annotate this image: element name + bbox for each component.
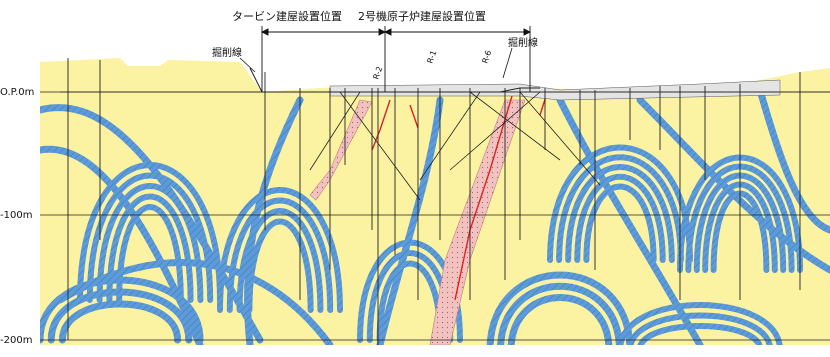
stratum-band	[116, 204, 184, 303]
stratum-band	[106, 193, 194, 303]
stratum-band	[246, 218, 314, 313]
excavation-label-left: 掘削線	[212, 46, 242, 59]
stratum-band	[56, 259, 334, 345]
stratum-band	[243, 96, 304, 345]
stratum-band	[58, 300, 182, 344]
datum-lines	[40, 91, 830, 341]
borehole-label-r2: R-2	[371, 65, 384, 80]
fault-main	[454, 95, 513, 301]
borehole-label-r1: R-1	[425, 49, 438, 64]
faults	[371, 89, 549, 301]
turbine-building-label: タービン建屋設置位置	[232, 9, 342, 23]
stratum-band	[96, 183, 204, 303]
stratum-band	[626, 312, 774, 345]
stratum-band	[40, 104, 264, 344]
excavation-label-right: 掘削線	[508, 36, 538, 49]
stratum-band	[636, 96, 830, 274]
stratum-band	[617, 302, 783, 345]
stratum-band	[565, 164, 675, 263]
excavation-leaders	[239, 47, 513, 79]
labels: タービン建屋設置位置 2号機原子炉建屋設置位置 掘削線 掘削線 O.P.0m -…	[0, 9, 538, 346]
stratum-band	[556, 96, 704, 345]
vertical-boreholes	[67, 58, 801, 345]
reactor-building-label: 2号機原子炉建屋設置位置	[358, 9, 486, 23]
stratum-band	[376, 96, 444, 345]
stratum-band	[40, 276, 204, 344]
stratum-band	[547, 144, 693, 263]
stratum-band	[507, 294, 613, 345]
elevation-label-200: -200m	[0, 335, 32, 346]
stratum-band	[583, 183, 657, 263]
stratum-band	[556, 154, 684, 263]
stratum-band	[47, 288, 193, 344]
stratum-band	[217, 187, 343, 313]
stratum-band	[756, 86, 830, 234]
elevation-label-op0: O.P.0m	[0, 87, 34, 98]
shear-zone-central	[429, 99, 526, 345]
fault-short	[409, 104, 419, 129]
stratum-band	[40, 145, 204, 345]
borehole-label-r6: R-6	[480, 49, 493, 64]
stratum-band	[574, 173, 666, 263]
stratum-band	[226, 197, 334, 313]
fault-secondary	[371, 99, 391, 151]
stratum-band	[236, 208, 324, 313]
building-position-bracket	[260, 26, 532, 92]
stratum-band	[486, 271, 634, 345]
stratum-band	[497, 282, 623, 345]
elevation-label-100: -100m	[0, 210, 32, 221]
surface-fill	[329, 79, 781, 101]
